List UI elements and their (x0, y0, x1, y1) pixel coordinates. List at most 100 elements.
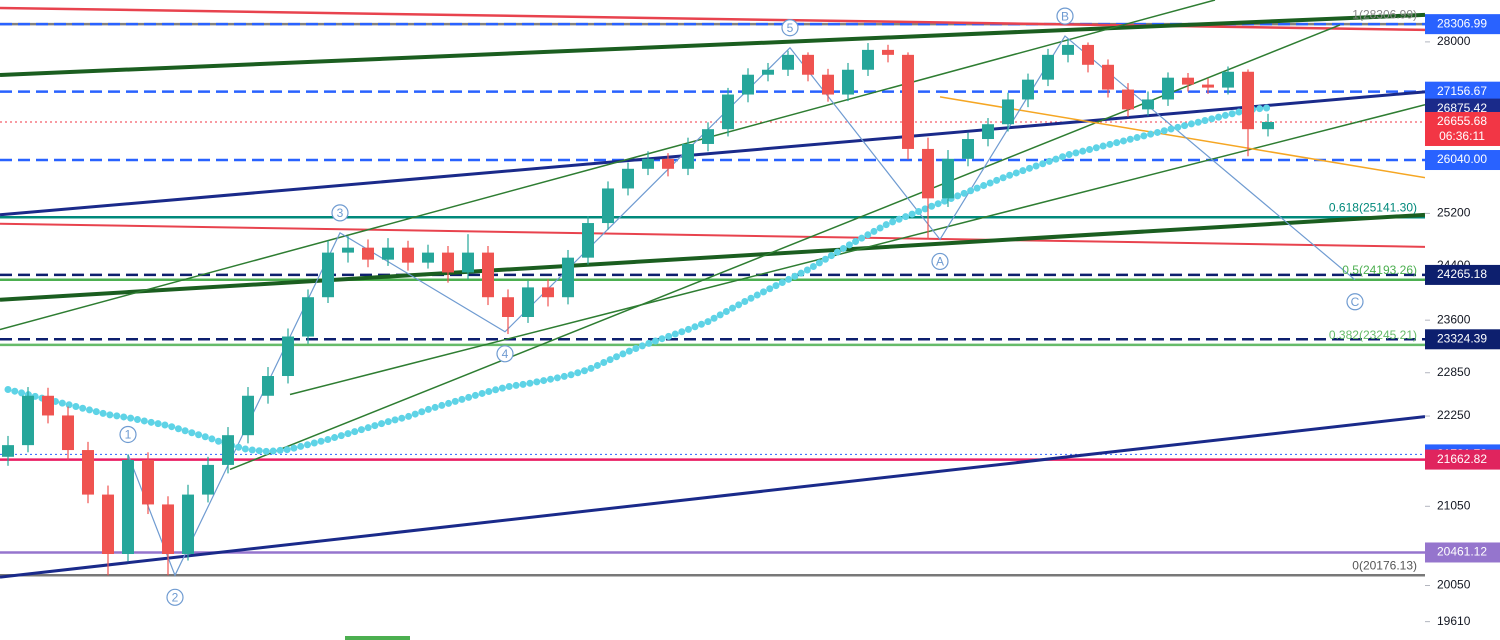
candle-body (242, 395, 254, 436)
trendline (0, 415, 1425, 579)
candle-body (982, 124, 994, 140)
trendline (0, 90, 1425, 217)
candle-body (902, 54, 914, 149)
candle-body (1102, 64, 1114, 90)
candle-body (962, 139, 974, 159)
candle-body (562, 257, 574, 298)
candle-body (922, 148, 934, 199)
candle-body (762, 69, 774, 75)
candle-body (1142, 99, 1154, 110)
y-tick-label: 25200 (1437, 206, 1471, 220)
price-tag-label: 21662.82 (1437, 452, 1487, 466)
candle-body (742, 74, 754, 95)
candle-body (842, 69, 854, 95)
price-tag-label: 27156.67 (1437, 84, 1487, 98)
candle-body (522, 287, 534, 317)
wave-marker (781, 19, 799, 37)
y-tick-label: 23600 (1437, 312, 1471, 326)
price-tag-label: 20461.12 (1437, 545, 1487, 559)
candle-body (62, 415, 74, 451)
candle-body (442, 252, 454, 273)
y-tick-label: 19610 (1437, 614, 1471, 628)
y-tick-label: 22850 (1437, 365, 1471, 379)
price-tag (1425, 329, 1500, 350)
candle-body (642, 158, 654, 169)
candle-body (942, 158, 954, 199)
candle-body (782, 54, 794, 70)
candle-body (82, 450, 94, 495)
candle-body (342, 247, 354, 253)
wave-label: A (936, 255, 944, 269)
y-tick-label: 22250 (1437, 408, 1471, 422)
candle-body (262, 376, 274, 396)
candle-body (162, 504, 174, 554)
candle-body (2, 445, 14, 457)
scroll-marker (345, 636, 410, 640)
wave-marker (119, 425, 137, 444)
candle-body (1162, 77, 1174, 100)
trendline (229, 24, 1341, 471)
candle-body (482, 252, 494, 298)
price-tag (1425, 81, 1500, 102)
y-tick-label: 21050 (1437, 498, 1471, 512)
candle-body (662, 158, 674, 169)
wave-marker (1346, 293, 1364, 311)
wave-label: 4 (502, 347, 509, 361)
candle-body (582, 223, 594, 258)
candle-body (1002, 99, 1014, 125)
candle-body (362, 247, 374, 260)
candle-body (1062, 44, 1074, 55)
wave-marker (1056, 7, 1074, 25)
candle-body (1042, 54, 1054, 80)
candle-body (402, 247, 414, 263)
price-tag-label: 26655.68 (1437, 114, 1487, 128)
candle-body (722, 94, 734, 130)
candle-body (1202, 84, 1214, 88)
fib-label: 0.382(23245.21) (1329, 328, 1417, 342)
moving-average (4, 104, 1272, 456)
candle-body (422, 252, 434, 263)
countdown: 06:36:11 (1439, 129, 1485, 143)
fib-label: 0.618(25141.30) (1329, 200, 1417, 214)
price-tag (1425, 111, 1500, 146)
wave-marker (496, 345, 514, 363)
wave-label: B (1061, 9, 1069, 23)
candle-body (282, 336, 294, 377)
candle-body (202, 464, 214, 495)
fib-label: 1(28306.99) (1352, 7, 1417, 21)
candle-body (1262, 121, 1274, 130)
wave-marker (931, 252, 949, 271)
candle-body (822, 74, 834, 95)
candle-body (862, 49, 874, 70)
price-tag-label: 24265.18 (1437, 267, 1487, 281)
candle-body (22, 395, 34, 446)
wave-label: 5 (787, 21, 794, 35)
candle-body (382, 247, 394, 260)
price-tag (1425, 264, 1500, 285)
y-tick-label: 20050 (1437, 578, 1471, 592)
wave-label: 1 (125, 428, 132, 442)
trendline (0, 0, 1216, 331)
candle-body (182, 494, 194, 554)
candle-body (682, 143, 694, 169)
fib-label: 0(20176.13) (1352, 558, 1417, 572)
plot-area: 1 2 3 4 5 A B C 1(28306.99) 0.618(25141.30) 0.5(24… (0, 0, 1425, 606)
candle-body (302, 297, 314, 337)
wave-marker (166, 588, 184, 606)
candle-body (1022, 79, 1034, 100)
candle-body (1222, 71, 1234, 88)
trendline (0, 212, 1425, 302)
trendline (0, 12, 1425, 77)
candle-body (1182, 77, 1194, 85)
trendline (0, 222, 1425, 248)
y-tick-label: 28000 (1437, 34, 1471, 48)
candle-body (542, 287, 554, 298)
price-tag (1425, 542, 1500, 563)
candle-body (1082, 44, 1094, 65)
candle-body (322, 252, 334, 298)
candle-body (502, 297, 514, 317)
candle-body (122, 459, 134, 555)
candle-body (602, 188, 614, 224)
